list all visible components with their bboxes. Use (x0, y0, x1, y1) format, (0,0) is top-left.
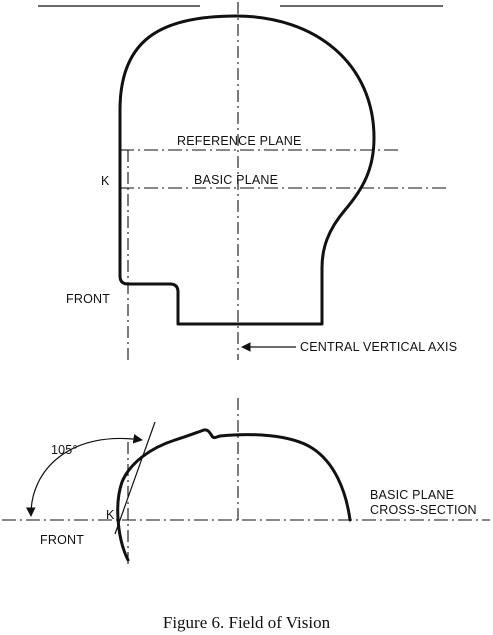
cross-section-label-line1: BASIC PLANE (370, 488, 454, 502)
k-label-bottom: K (106, 508, 115, 522)
central-vertical-axis-label: CENTRAL VERTICAL AXIS (300, 340, 457, 354)
figure-caption: Figure 6. Field of Vision (163, 613, 331, 632)
reference-plane-label: REFERENCE PLANE (177, 134, 302, 148)
cross-section-label-line2: CROSS-SECTION (370, 503, 477, 517)
front-label-bottom: FRONT (40, 533, 84, 547)
head-profile-diagram: REFERENCE PLANE BASIC PLANE K FRONT CENT… (38, 2, 457, 360)
front-label-top: FRONT (66, 292, 110, 306)
cross-section-outline (116, 428, 352, 562)
head-outline (118, 14, 376, 326)
angle-arc (26, 434, 143, 517)
basic-plane-label: BASIC PLANE (194, 173, 278, 187)
cross-section-diagram: 105° K FRONT BASIC PLANE CROSS-SECTION (2, 398, 490, 566)
angle-label: 105° (51, 443, 78, 457)
k-label-top: K (101, 174, 110, 188)
